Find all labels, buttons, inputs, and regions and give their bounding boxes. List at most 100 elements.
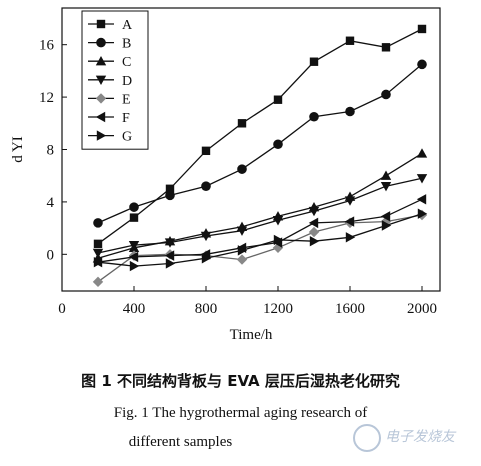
data-point-b xyxy=(93,218,103,228)
data-point-d xyxy=(236,226,248,236)
series-line-g xyxy=(97,213,423,267)
data-point-g xyxy=(237,245,248,256)
figure-caption-english-line1: Fig. 1 The hygrothermal aging research o… xyxy=(113,405,368,421)
data-point-g xyxy=(309,236,320,247)
figure-caption-chinese: 图 1 不同结构背板与 EVA 层压后湿热老化研究 xyxy=(81,372,400,390)
data-point-f xyxy=(416,194,427,205)
data-point-e xyxy=(308,226,320,238)
data-point-b xyxy=(345,106,355,117)
data-point-d xyxy=(128,240,140,251)
data-point-b xyxy=(165,190,175,201)
x-axis-label: Time/h xyxy=(230,327,273,343)
legend-label-b: B xyxy=(122,37,131,52)
y-tick-label: 0 xyxy=(47,247,55,263)
series-g xyxy=(93,208,428,272)
data-point-d xyxy=(164,238,176,248)
x-tick-label: 1200 xyxy=(263,301,293,317)
data-point-g xyxy=(93,256,104,268)
data-point-f xyxy=(380,211,391,222)
data-point-d xyxy=(272,216,284,226)
data-point-g xyxy=(381,220,392,231)
data-point-b xyxy=(417,59,427,70)
data-point-d xyxy=(416,174,428,184)
series-line-d xyxy=(97,177,423,254)
data-point-g xyxy=(201,253,212,264)
data-point-d xyxy=(380,181,392,192)
x-tick-label: 0 xyxy=(58,301,66,317)
x-tick-label: 400 xyxy=(123,301,146,317)
legend-marker-c xyxy=(95,56,107,66)
data-point-a xyxy=(165,184,175,194)
series-d xyxy=(92,174,428,259)
series-a xyxy=(93,24,427,249)
data-point-f xyxy=(128,251,139,263)
data-point-f xyxy=(344,216,355,227)
legend-label-e: E xyxy=(122,92,131,107)
data-point-g xyxy=(417,208,428,219)
data-point-a xyxy=(345,36,355,45)
series-line-f xyxy=(97,198,423,263)
data-point-a xyxy=(417,24,427,34)
series-line-a xyxy=(97,28,423,245)
y-tick-label: 16 xyxy=(39,38,55,54)
data-point-g xyxy=(273,234,284,246)
watermark: 电子发烧友 xyxy=(353,420,473,454)
legend-label-d: D xyxy=(122,74,132,89)
data-point-e xyxy=(272,242,284,253)
data-point-a xyxy=(201,146,211,156)
legend-marker-a xyxy=(96,19,106,29)
data-point-a xyxy=(309,57,319,66)
data-point-b xyxy=(381,89,391,100)
data-point-a xyxy=(129,213,139,222)
legend-label-a: A xyxy=(122,18,133,33)
series-b xyxy=(93,59,427,228)
data-point-e xyxy=(380,216,392,227)
data-point-f xyxy=(308,217,319,229)
data-point-d xyxy=(308,206,320,217)
x-tick-label: 800 xyxy=(195,301,218,317)
data-point-g xyxy=(165,258,176,269)
data-point-f xyxy=(164,250,175,261)
data-point-a xyxy=(381,43,391,52)
chart-axes: 0 400 800 1200 1600 2000 0 4 8 12 16 Time/h d YI xyxy=(10,7,441,343)
data-point-d xyxy=(344,196,356,206)
figure-caption-english-line2: different samples xyxy=(128,434,233,450)
data-point-a xyxy=(237,119,247,128)
watermark-logo-icon xyxy=(353,424,381,452)
y-tick-label: 12 xyxy=(39,90,54,106)
y-axis-label: d YI xyxy=(10,136,26,163)
watermark-text: 电子发烧友 xyxy=(385,429,455,445)
data-point-d xyxy=(200,231,212,242)
legend-label-g: G xyxy=(122,130,132,145)
legend-label-f: F xyxy=(122,111,130,126)
data-point-b xyxy=(237,164,247,174)
data-point-c xyxy=(416,148,428,158)
data-point-g xyxy=(129,260,140,272)
y-tick-label: 8 xyxy=(47,143,55,159)
legend-marker-d xyxy=(95,75,107,85)
legend-marker-g xyxy=(96,130,107,141)
data-point-d xyxy=(92,248,104,259)
data-point-e xyxy=(92,276,104,288)
y-tick-label: 4 xyxy=(47,195,55,211)
data-point-e xyxy=(236,254,248,265)
data-point-c xyxy=(380,170,392,180)
data-point-a xyxy=(273,95,283,104)
legend-marker-e xyxy=(95,93,107,104)
x-tick-label: 1600 xyxy=(335,301,365,317)
data-point-b xyxy=(273,139,283,150)
chart-series-layer xyxy=(92,24,428,288)
series-line-b xyxy=(97,63,423,224)
legend-marker-b xyxy=(96,37,106,48)
series-f xyxy=(92,194,427,268)
series-line-e xyxy=(97,214,423,283)
data-point-g xyxy=(345,232,356,243)
legend-label-c: C xyxy=(122,55,131,70)
data-point-a xyxy=(93,239,103,249)
data-point-b xyxy=(129,202,139,212)
line-chart: 0 400 800 1200 1600 2000 0 4 8 12 16 Time/h d YI ABC… xyxy=(10,7,441,343)
data-point-b xyxy=(201,181,211,191)
data-point-b xyxy=(309,111,319,122)
legend-marker-f xyxy=(95,111,106,123)
